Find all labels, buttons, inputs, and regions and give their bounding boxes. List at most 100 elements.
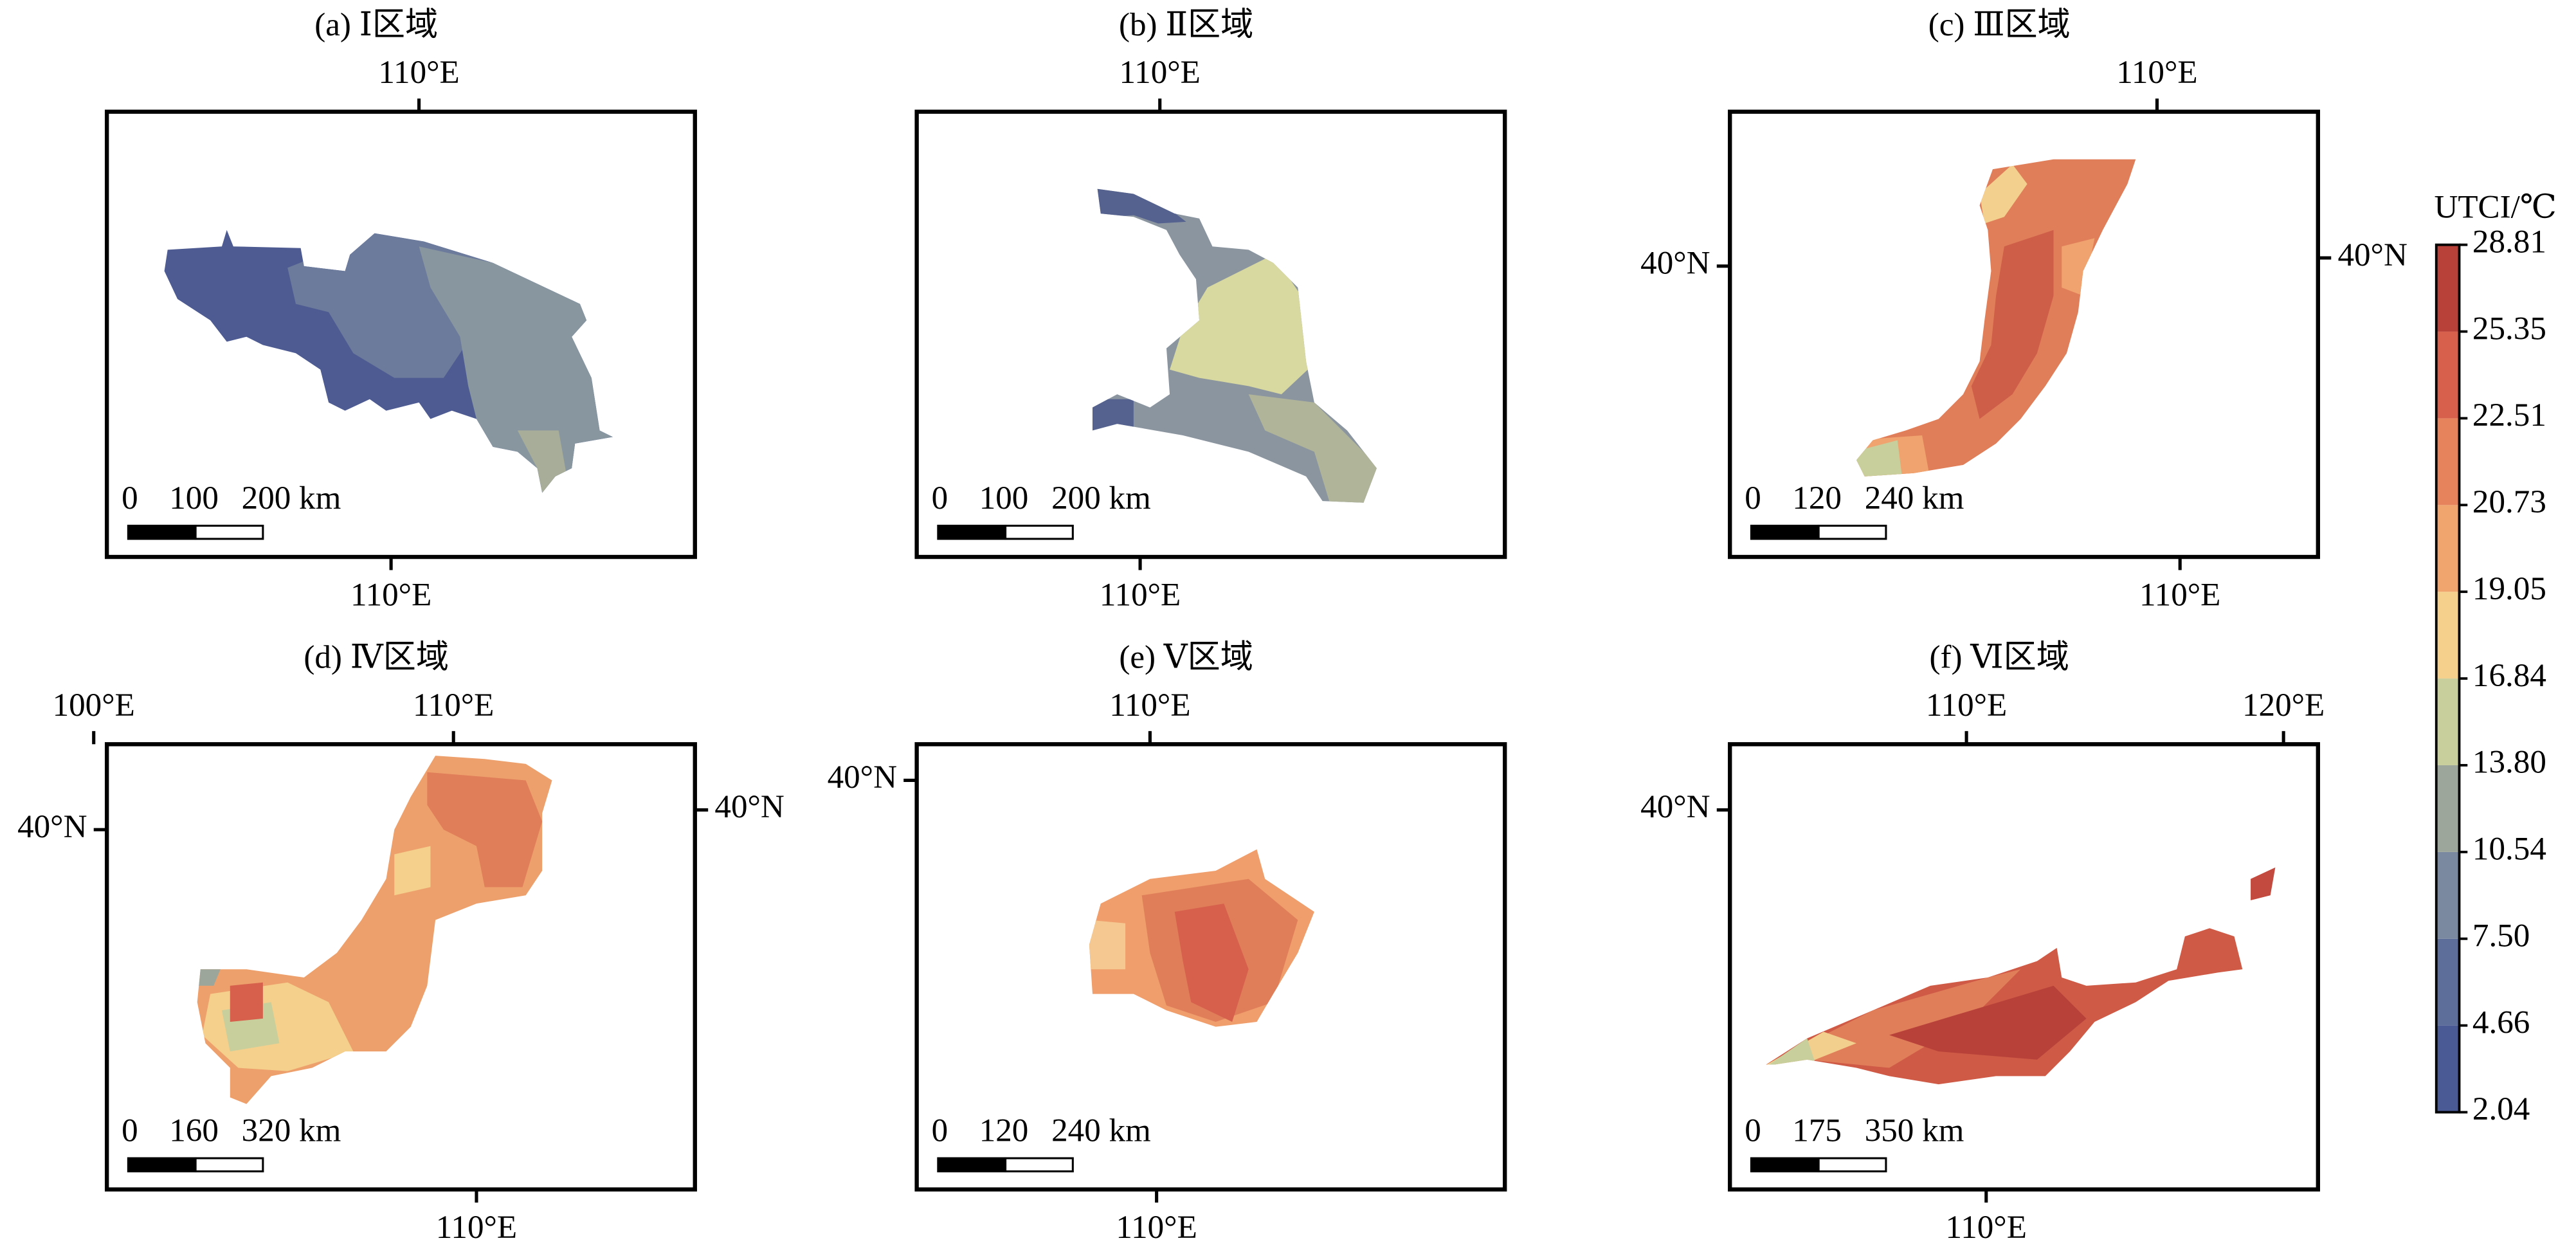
lon-label: 120°E	[2242, 687, 2325, 723]
utci-zone	[517, 430, 567, 493]
utci-zone	[1092, 399, 1134, 437]
map-frame	[914, 109, 1507, 559]
map-frame	[914, 742, 1507, 1192]
utci-zone	[1174, 904, 1249, 1022]
scale-label: 0	[122, 480, 138, 516]
colorbar-tick-label: 7.50	[2472, 917, 2530, 954]
scale-label: 200 km	[1051, 480, 1151, 516]
colorbar-band	[2436, 418, 2460, 505]
scale-white	[1817, 1157, 1887, 1173]
panel-title: (c) Ⅲ区域	[1928, 6, 2071, 43]
utci-zone	[427, 772, 543, 887]
colorbar-tick-label: 28.81	[2472, 223, 2546, 260]
utci-zone	[1248, 394, 1377, 503]
scale-label: 0	[932, 1112, 948, 1149]
scale-label: 0	[122, 1112, 138, 1149]
colorbar-tick-label: 4.66	[2472, 1004, 2530, 1040]
lon-label: 110°E	[1116, 1209, 1197, 1246]
panel-title: (f) Ⅵ区域	[1930, 639, 2069, 676]
map-frame	[1728, 742, 2320, 1192]
scale-label: 240 km	[1051, 1112, 1151, 1149]
lat-label: 40°N	[828, 759, 897, 795]
colorbar-tick-label: 10.54	[2472, 831, 2546, 868]
lon-label: 110°E	[1926, 687, 2007, 723]
scale-bar: 0 160 320 km	[122, 1112, 341, 1173]
utci-zone	[2062, 238, 2095, 296]
utci-zone	[1971, 230, 2054, 419]
scale-white	[1817, 524, 1887, 540]
lon-label: 110°E	[1109, 687, 1190, 723]
scale-black	[1750, 524, 1820, 540]
utci-zone	[1092, 188, 1186, 224]
map-panel: (a) Ⅰ区域 110°E 110°E 0 100 200 km	[104, 6, 697, 613]
colorbar-tick-label: 22.51	[2472, 397, 2546, 433]
map-panel: (f) Ⅵ区域 110°E 120°E 110°E 40°N 0 175 350 km	[1640, 639, 2325, 1246]
scale-label: 0	[932, 480, 948, 516]
scale-label: 350 km	[1865, 1112, 1964, 1149]
scale-white	[1004, 524, 1074, 540]
map-frame	[1728, 109, 2320, 559]
scale-black	[1750, 1157, 1820, 1173]
map-panel: (e) Ⅴ区域 110°E 110°E 40°N 0 120 240 km	[828, 639, 1507, 1246]
scale-label: 100	[979, 480, 1029, 516]
lat-label: 40°N	[714, 788, 784, 825]
panel-title: (d) Ⅳ区域	[304, 639, 449, 676]
region-shape	[2251, 867, 2276, 900]
lat-label: 40°N	[1640, 788, 1710, 825]
region-layers	[1089, 878, 1298, 1022]
colorbar-band	[2436, 592, 2460, 679]
lon-label: 100°E	[53, 687, 135, 723]
scale-bar: 0 175 350 km	[1745, 1112, 1964, 1173]
scale-label: 0	[1745, 1112, 1761, 1149]
utci-zone	[1889, 985, 2087, 1060]
colorbar-tick-label: 25.35	[2472, 310, 2546, 347]
map-panel: (d) Ⅳ区域 100°E 110°E 110°E 40°N 40°N 0 160 320 km	[17, 639, 785, 1246]
utci-zone	[1170, 254, 1308, 395]
colorbar-title: UTCI/℃	[2434, 189, 2556, 226]
colorbar-band	[2436, 678, 2460, 765]
utci-zone	[1089, 920, 1126, 970]
colorbar-tick-label: 2.04	[2472, 1091, 2530, 1127]
scale-label: 100	[169, 480, 219, 516]
panel-title: (e) Ⅴ区域	[1119, 639, 1253, 676]
colorbar-band	[2436, 851, 2460, 939]
lon-label: 110°E	[436, 1209, 517, 1246]
region-layers	[197, 772, 543, 1071]
colorbar-band	[2436, 765, 2460, 852]
colorbar-band	[2436, 331, 2460, 419]
scale-label: 0	[1745, 480, 1761, 516]
colorbar-tick-label: 20.73	[2472, 484, 2546, 520]
panel-title: (b) Ⅱ区域	[1119, 6, 1253, 43]
map-frame	[104, 109, 697, 559]
scale-bar: 0 120 240 km	[932, 1112, 1151, 1173]
lon-label: 110°E	[350, 577, 431, 613]
lon-label: 110°E	[2139, 577, 2220, 613]
colorbar-tick-label: 19.05	[2472, 570, 2546, 607]
colorbar-band	[2436, 244, 2460, 332]
map-panel: (c) Ⅲ区域 110°E 110°E 40°N 40°N 0 120 240 km	[1640, 6, 2408, 613]
scale-bar: 0 100 200 km	[932, 480, 1151, 540]
lon-label: 110°E	[2116, 54, 2197, 91]
utci-zone	[1856, 440, 1903, 477]
scale-label: 200 km	[242, 480, 341, 516]
colorbar-band	[2436, 938, 2460, 1026]
colorbar-band	[2436, 505, 2460, 592]
scale-label: 120	[1792, 480, 1842, 516]
scale-bar: 0 120 240 km	[1745, 480, 1964, 540]
lon-label: 110°E	[1100, 577, 1181, 613]
lat-label: 40°N	[1640, 245, 1710, 282]
lon-label: 110°E	[1946, 1209, 2027, 1246]
lon-label: 110°E	[378, 54, 459, 91]
region-layers	[1092, 188, 1377, 503]
lat-label: 40°N	[17, 808, 87, 845]
scale-label: 175	[1792, 1112, 1842, 1149]
scale-white	[194, 1157, 264, 1173]
map-panel: (b) Ⅱ区域 110°E 110°E 0 100 200 km	[914, 6, 1507, 613]
colorbar-tick-label: 13.80	[2472, 744, 2546, 781]
utci-zone	[394, 846, 431, 896]
lon-label: 110°E	[413, 687, 494, 723]
scale-black	[937, 1157, 1007, 1173]
map-frame	[104, 742, 697, 1192]
utci-zone	[230, 982, 263, 1022]
